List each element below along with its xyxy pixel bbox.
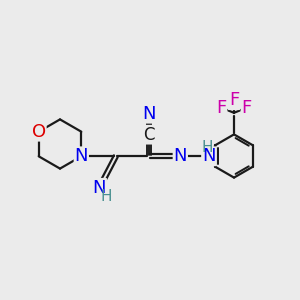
Text: H: H (202, 140, 213, 155)
Text: N: N (202, 147, 216, 165)
Text: C: C (143, 126, 154, 144)
Text: N: N (142, 105, 156, 123)
Text: N: N (93, 179, 106, 197)
Text: F: F (216, 99, 226, 117)
Text: H: H (100, 189, 112, 204)
Text: N: N (75, 147, 88, 165)
Text: O: O (32, 123, 46, 141)
Text: F: F (242, 99, 252, 117)
Text: N: N (174, 147, 187, 165)
Text: F: F (229, 91, 239, 109)
